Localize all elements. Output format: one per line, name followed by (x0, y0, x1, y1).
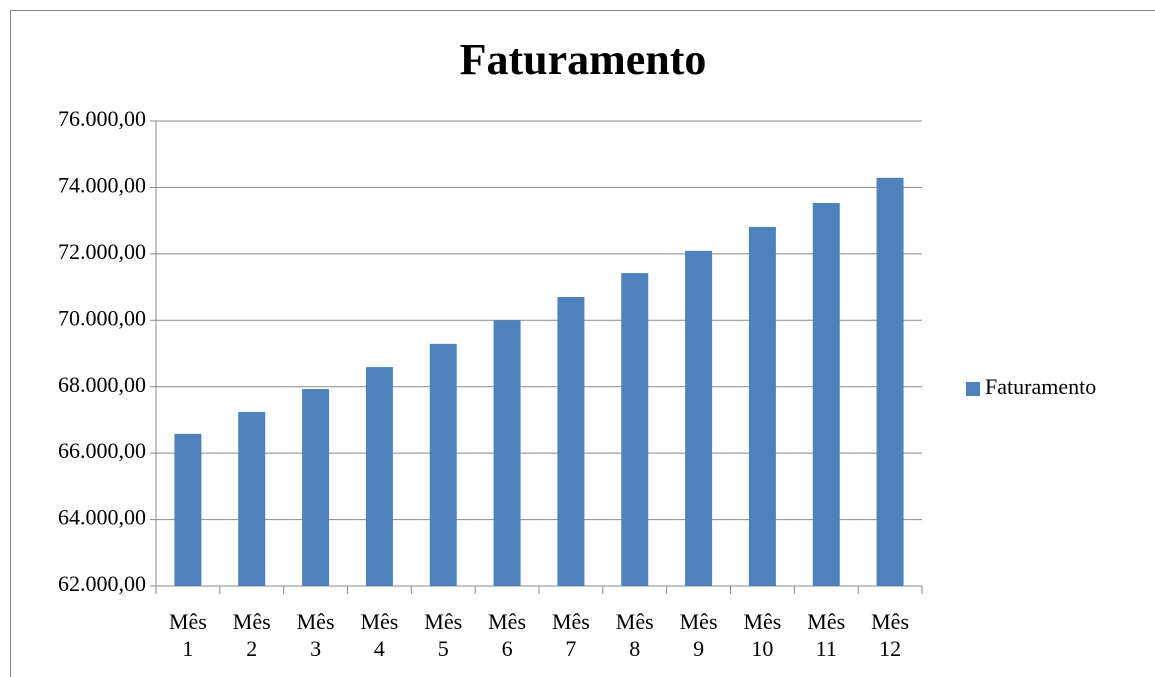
bar (429, 343, 457, 586)
x-tick-label: Mês 11 (807, 609, 846, 661)
y-tick-label: 62.000,00 (58, 571, 146, 596)
y-tick-label: 64.000,00 (58, 505, 146, 530)
x-tick-label: Mês 6 (488, 609, 527, 661)
x-tick-label: Mês 8 (615, 609, 654, 661)
bar (302, 389, 330, 586)
x-tick-label: Mês 7 (551, 609, 590, 661)
legend-label: Faturamento (985, 374, 1096, 399)
y-tick-label: 72.000,00 (58, 239, 146, 264)
bar (557, 297, 585, 586)
x-tick-label: Mês 2 (232, 609, 271, 661)
bar (812, 203, 840, 586)
y-tick-label: 70.000,00 (58, 305, 146, 330)
x-tick-label: Mês 12 (871, 609, 910, 661)
y-tick-label: 66.000,00 (58, 438, 146, 463)
chart-border (10, 10, 1155, 677)
x-tick-label: Mês 3 (296, 609, 335, 661)
bar (238, 411, 266, 586)
bar (365, 367, 393, 586)
chart-title: Faturamento (460, 35, 707, 84)
bar (748, 226, 776, 587)
bar (174, 433, 202, 586)
bar (493, 320, 521, 586)
y-tick-label: 68.000,00 (58, 372, 146, 397)
x-tick-label: Mês 5 (424, 609, 463, 661)
y-tick-label: 76.000,00 (58, 106, 146, 131)
x-tick-label: Mês 1 (168, 609, 207, 661)
bar (685, 250, 713, 586)
x-tick-label: Mês 10 (743, 609, 782, 661)
x-tick-label: Mês 4 (360, 609, 399, 661)
bar (876, 177, 904, 586)
x-tick-label: Mês 9 (679, 609, 718, 661)
bar (621, 273, 649, 586)
legend-swatch (966, 382, 980, 396)
y-tick-label: 74.000,00 (58, 172, 146, 197)
